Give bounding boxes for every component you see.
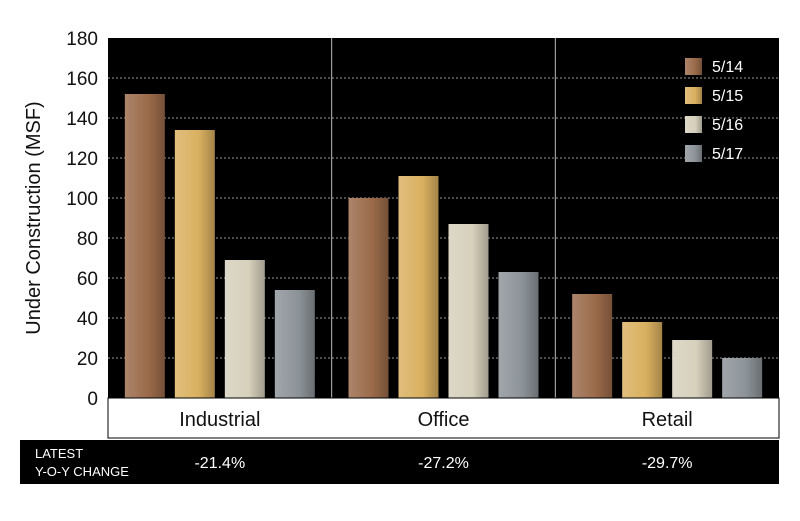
change-label-line1: LATEST	[35, 446, 83, 461]
y-axis-ticks: 0 20 40 60 80 100 120 140 160 180	[66, 29, 98, 410]
y-tick-label: 160	[66, 69, 98, 90]
x-tick-label: Industrial	[179, 409, 260, 431]
legend-swatch	[685, 116, 702, 133]
plot-area	[108, 38, 779, 398]
legend-swatch	[685, 145, 702, 162]
bar	[348, 198, 389, 398]
change-values: -21.4% -27.2% -29.7%	[194, 455, 692, 472]
bar	[498, 272, 539, 398]
bar	[274, 290, 315, 398]
bar	[398, 176, 439, 398]
y-tick-label: 100	[66, 189, 98, 210]
legend: 5/14 5/15 5/16 5/17	[685, 58, 743, 163]
x-axis-labels: Industrial Office Retail	[179, 409, 692, 431]
bars	[124, 94, 763, 398]
y-tick-label: 0	[87, 389, 98, 410]
legend-label: 5/15	[712, 88, 743, 105]
yoy-change-value: -27.2%	[418, 455, 469, 472]
bar	[622, 322, 663, 398]
bar	[672, 340, 713, 398]
x-tick-label: Office	[418, 409, 470, 431]
y-tick-label: 80	[77, 229, 98, 250]
y-tick-label: 120	[66, 149, 98, 170]
bar	[722, 358, 763, 398]
bar	[174, 130, 215, 398]
bar	[572, 294, 613, 398]
yoy-change-value: -29.7%	[642, 455, 693, 472]
y-tick-label: 60	[77, 269, 98, 290]
legend-label: 5/16	[712, 117, 743, 134]
legend-label: 5/17	[712, 146, 743, 163]
change-row	[20, 440, 779, 484]
change-label-line2: Y-O-Y CHANGE	[35, 464, 129, 479]
bar	[224, 260, 265, 398]
x-tick-label: Retail	[642, 409, 693, 431]
legend-swatch	[685, 87, 702, 104]
yoy-change-value: -21.4%	[194, 455, 245, 472]
y-tick-label: 140	[66, 109, 98, 130]
y-tick-label: 40	[77, 309, 98, 330]
y-tick-label: 180	[66, 29, 98, 50]
y-tick-label: 20	[77, 349, 98, 370]
bar	[124, 94, 165, 398]
y-axis-title: Under Construction (MSF)	[23, 101, 45, 334]
category-strip	[107, 397, 780, 439]
bar	[448, 224, 489, 398]
legend-label: 5/14	[712, 59, 743, 76]
legend-swatch	[685, 58, 702, 75]
